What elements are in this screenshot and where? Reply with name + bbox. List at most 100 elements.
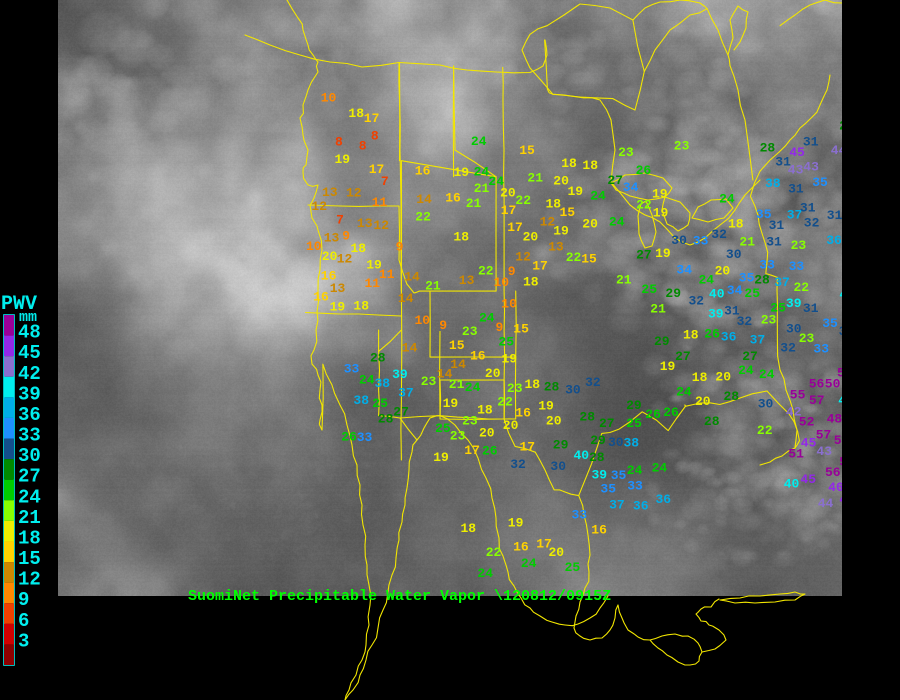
svg-text:28: 28 [370,351,386,366]
svg-text:27: 27 [636,247,652,262]
svg-text:31: 31 [803,134,819,149]
svg-text:20: 20 [553,173,569,188]
svg-text:25: 25 [744,286,760,301]
svg-text:35: 35 [812,175,828,190]
svg-text:13: 13 [324,230,340,245]
svg-text:13: 13 [459,273,475,288]
svg-text:28: 28 [544,379,560,394]
svg-text:23: 23 [618,145,634,160]
svg-text:50: 50 [834,433,842,448]
svg-text:9: 9 [439,318,447,333]
svg-text:24: 24 [488,174,504,189]
svg-text:28: 28 [378,412,394,427]
svg-text:18: 18 [453,230,469,245]
svg-text:22: 22 [566,250,582,265]
svg-text:23: 23 [450,428,466,443]
svg-text:48: 48 [18,322,41,344]
svg-text:31: 31 [839,324,842,339]
svg-text:14: 14 [398,291,414,306]
svg-text:24: 24 [759,367,775,382]
svg-text:22: 22 [515,193,531,208]
svg-text:12: 12 [311,199,327,214]
svg-text:56: 56 [809,376,825,391]
svg-text:12: 12 [337,252,353,267]
svg-text:20: 20 [715,264,731,279]
svg-text:38: 38 [375,376,391,391]
svg-text:32: 32 [804,216,820,231]
svg-text:36: 36 [656,492,672,507]
svg-text:31: 31 [827,208,842,223]
svg-text:29: 29 [654,334,670,349]
svg-text:44: 44 [818,496,834,511]
svg-text:27: 27 [675,349,691,364]
svg-text:23: 23 [462,414,478,429]
svg-text:33: 33 [759,258,775,273]
svg-text:24: 24 [477,566,493,581]
svg-text:46: 46 [839,492,842,507]
svg-text:20: 20 [503,418,519,433]
svg-text:19: 19 [655,246,671,261]
svg-text:33: 33 [693,233,709,248]
svg-text:23: 23 [462,324,478,339]
svg-text:43: 43 [816,444,832,459]
svg-text:31: 31 [766,234,782,249]
svg-text:27: 27 [393,405,409,420]
svg-text:14: 14 [404,269,420,284]
svg-text:16: 16 [513,540,529,555]
svg-text:29: 29 [590,433,606,448]
svg-text:33: 33 [813,342,829,357]
svg-text:12: 12 [373,218,389,233]
svg-text:41: 41 [839,287,842,302]
svg-text:45: 45 [18,342,41,364]
svg-text:39: 39 [592,468,608,483]
svg-text:20: 20 [582,216,598,231]
svg-text:36: 36 [18,404,41,426]
svg-text:16: 16 [415,163,431,178]
svg-text:24: 24 [719,191,735,206]
svg-text:34: 34 [676,262,692,277]
svg-text:20: 20 [546,414,562,429]
svg-text:13: 13 [322,185,338,200]
svg-text:21: 21 [739,235,755,250]
svg-text:50: 50 [825,376,841,391]
svg-text:43: 43 [803,160,819,175]
svg-text:23: 23 [791,238,807,253]
svg-text:45: 45 [789,145,805,160]
svg-text:39: 39 [786,296,802,311]
svg-text:10: 10 [306,239,322,254]
svg-text:3: 3 [18,630,29,652]
svg-text:22: 22 [636,198,652,213]
svg-text:25: 25 [641,282,657,297]
svg-text:57: 57 [816,427,832,442]
svg-text:16: 16 [470,349,486,364]
svg-text:19: 19 [652,186,668,201]
svg-text:17: 17 [520,440,536,455]
svg-text:19: 19 [330,299,346,314]
svg-text:30: 30 [786,322,802,337]
svg-text:40: 40 [784,477,800,492]
svg-text:21: 21 [474,181,490,196]
svg-text:16: 16 [445,191,461,206]
svg-text:21: 21 [449,377,465,392]
svg-text:8: 8 [371,128,379,143]
svg-text:24: 24 [471,134,487,149]
svg-text:16: 16 [515,405,531,420]
svg-text:23: 23 [507,381,523,396]
svg-text:55: 55 [790,388,806,403]
svg-text:17: 17 [507,220,523,235]
svg-text:48: 48 [827,411,842,426]
svg-text:9: 9 [396,240,404,255]
svg-text:30: 30 [550,459,566,474]
svg-text:26: 26 [482,443,498,458]
svg-text:33: 33 [344,361,360,376]
svg-text:16: 16 [591,522,607,537]
svg-text:18: 18 [477,402,493,417]
svg-text:19: 19 [660,359,676,374]
svg-text:19: 19 [335,152,351,167]
svg-text:18: 18 [348,106,364,121]
svg-text:9: 9 [18,589,29,611]
svg-text:37: 37 [398,386,414,401]
svg-text:19: 19 [653,206,669,221]
svg-text:31: 31 [803,301,819,316]
svg-text:20: 20 [715,370,731,385]
